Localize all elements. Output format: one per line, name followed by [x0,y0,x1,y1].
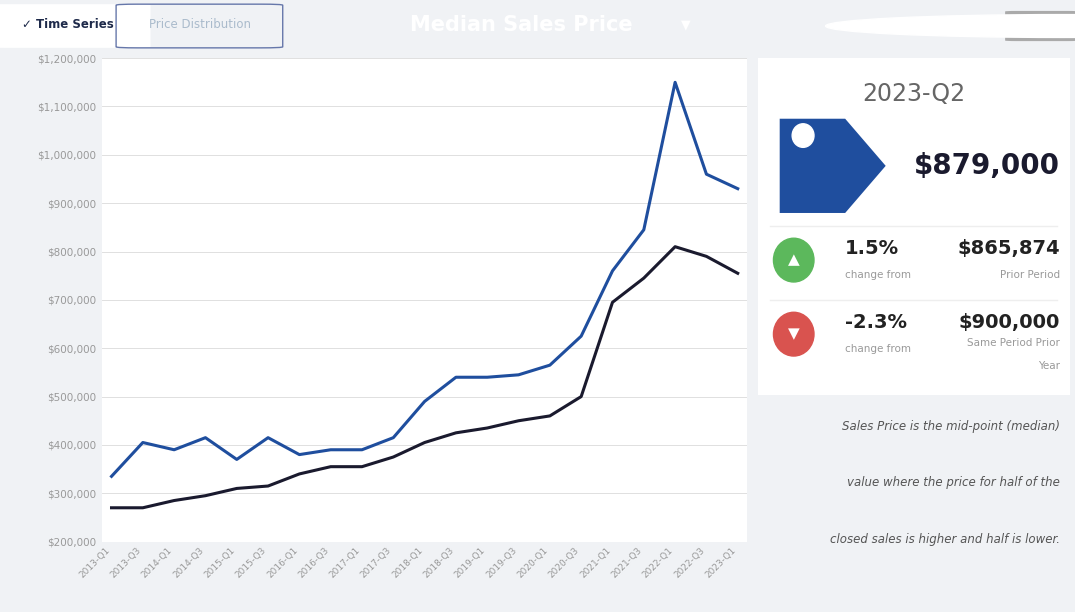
Text: 1.5%: 1.5% [845,239,900,258]
Text: $865,874: $865,874 [958,239,1060,258]
Text: closed sales is higher and half is lower.: closed sales is higher and half is lower… [830,533,1060,547]
Text: change from: change from [845,271,912,280]
Text: Sales Price is the mid-point (median): Sales Price is the mid-point (median) [843,420,1060,433]
Text: Prior Period: Prior Period [1000,271,1060,280]
FancyBboxPatch shape [0,4,151,48]
Text: $879,000: $879,000 [914,152,1060,180]
FancyBboxPatch shape [1005,11,1075,41]
Circle shape [774,312,814,356]
Text: Median Sales Price: Median Sales Price [410,15,633,35]
Text: Year: Year [1038,361,1060,371]
Text: Same Period Prior: Same Period Prior [968,338,1060,348]
Text: change from: change from [845,345,912,354]
Text: ▼: ▼ [682,18,690,31]
Text: Show Filters:: Show Filters: [885,18,969,31]
Text: ▲: ▲ [788,253,800,267]
Polygon shape [779,119,886,213]
Text: -2.3%: -2.3% [845,313,907,332]
Circle shape [826,15,1075,37]
FancyBboxPatch shape [755,55,1073,398]
Text: 2023-Q2: 2023-Q2 [862,81,965,106]
Text: Price Distribution: Price Distribution [149,18,250,31]
Text: ▼: ▼ [788,327,800,341]
Text: $900,000: $900,000 [959,313,1060,332]
Circle shape [774,238,814,282]
Circle shape [792,124,814,147]
Text: value where the price for half of the: value where the price for half of the [847,476,1060,490]
Text: ✓ Time Series: ✓ Time Series [22,18,114,31]
